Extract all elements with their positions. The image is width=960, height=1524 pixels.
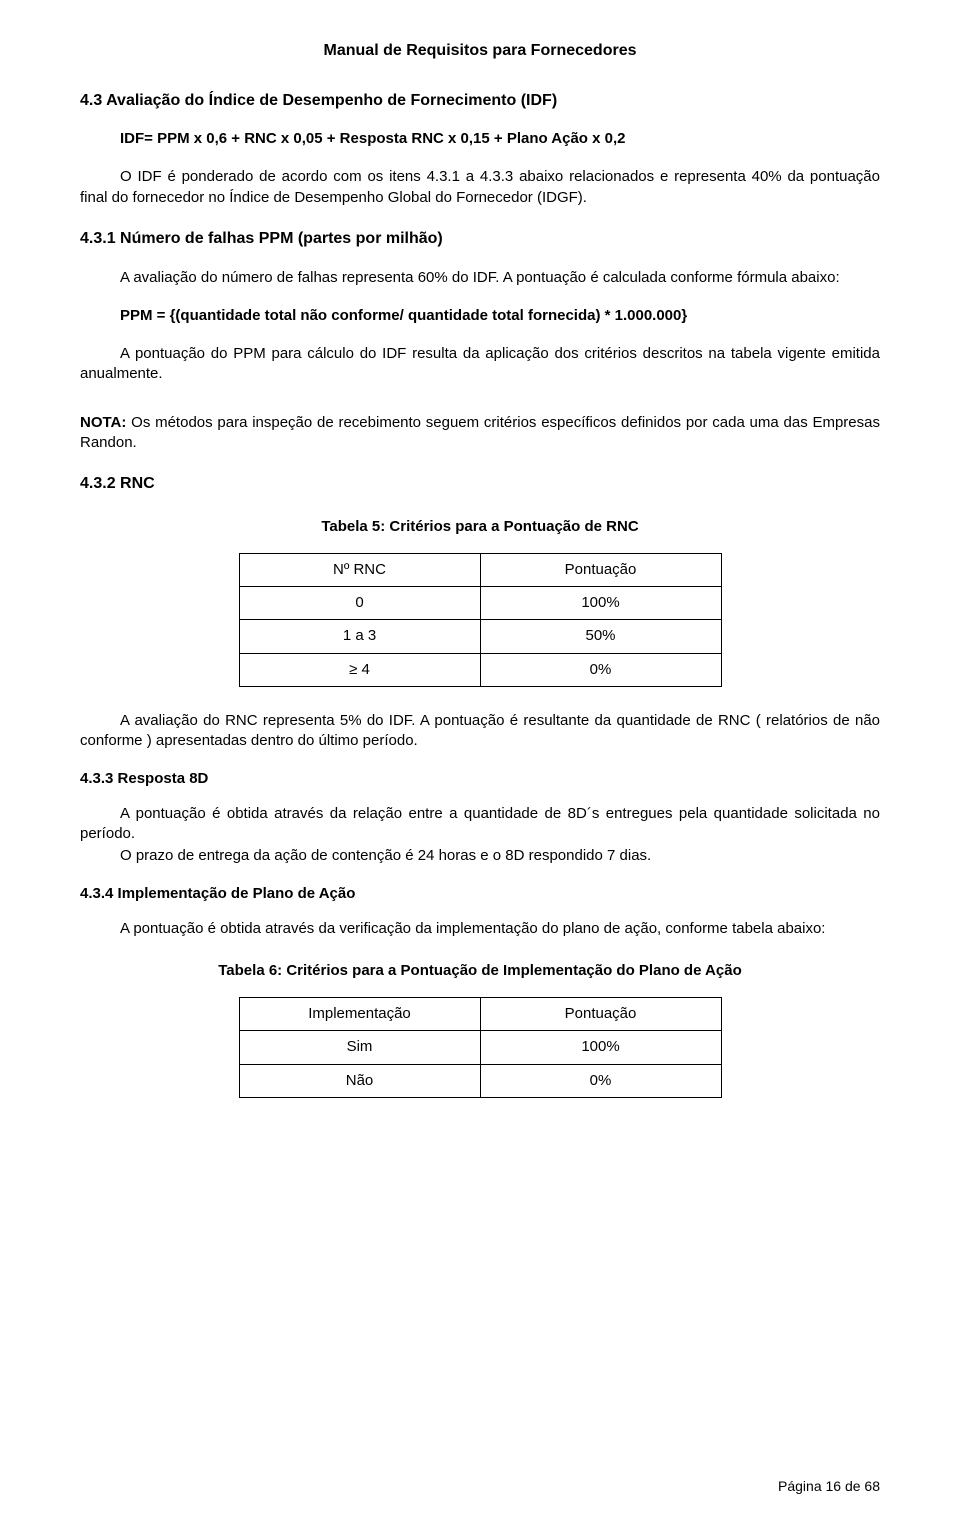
table-cell: 100% — [480, 587, 721, 620]
table-plano-acao: ImplementaçãoPontuaçãoSim100%Não0% — [239, 997, 722, 1098]
table-cell: ≥ 4 — [239, 653, 480, 686]
para-4-3-3-b: O prazo de entrega da ação de contenção … — [80, 846, 880, 866]
table-row: ≥ 40% — [239, 653, 721, 686]
formula-idf: IDF= PPM x 0,6 + RNC x 0,05 + Resposta R… — [120, 129, 880, 149]
table-header-cell: Pontuação — [480, 553, 721, 586]
heading-4-3-3: 4.3.3 Resposta 8D — [80, 769, 880, 789]
table6-caption: Tabela 6: Critérios para a Pontuação de … — [80, 961, 880, 981]
table5-caption: Tabela 5: Critérios para a Pontuação de … — [80, 517, 880, 537]
table-header-cell: Nº RNC — [239, 553, 480, 586]
para-4-3-2-a: A avaliação do RNC representa 5% do IDF.… — [80, 711, 880, 752]
document-page: Manual de Requisitos para Fornecedores 4… — [0, 0, 960, 1524]
page-footer: Página 16 de 68 — [778, 1477, 880, 1496]
table-header-cell: Implementação — [239, 998, 480, 1031]
table-header-cell: Pontuação — [480, 998, 721, 1031]
table-cell: 0% — [480, 653, 721, 686]
para-4-3-1-a: A avaliação do número de falhas represen… — [80, 268, 880, 288]
table-cell: 100% — [480, 1031, 721, 1064]
table-cell: 50% — [480, 620, 721, 653]
nota-label: NOTA: — [80, 414, 126, 431]
table-cell: Sim — [239, 1031, 480, 1064]
table-row: Não0% — [239, 1064, 721, 1097]
para-4-3-3-a: A pontuação é obtida através da relação … — [80, 804, 880, 845]
table-row: Sim100% — [239, 1031, 721, 1064]
para-4-3-4-a: A pontuação é obtida através da verifica… — [80, 919, 880, 939]
table-cell: 1 a 3 — [239, 620, 480, 653]
table-cell: 0 — [239, 587, 480, 620]
table-rnc: Nº RNCPontuação0100%1 a 350%≥ 40% — [239, 553, 722, 687]
heading-4-3: 4.3 Avaliação do Índice de Desempenho de… — [80, 90, 880, 112]
table-row: 0100% — [239, 587, 721, 620]
heading-4-3-1: 4.3.1 Número de falhas PPM (partes por m… — [80, 228, 880, 250]
para-4-3-1-b: A pontuação do PPM para cálculo do IDF r… — [80, 344, 880, 385]
formula-ppm: PPM = {(quantidade total não conforme/ q… — [120, 306, 880, 326]
nota-block: NOTA: Os métodos para inspeção de recebi… — [80, 413, 880, 454]
table-cell: 0% — [480, 1064, 721, 1097]
table-row: 1 a 350% — [239, 620, 721, 653]
para-4-3-intro: O IDF é ponderado de acordo com os itens… — [80, 167, 880, 208]
heading-4-3-4: 4.3.4 Implementação de Plano de Ação — [80, 884, 880, 904]
table-cell: Não — [239, 1064, 480, 1097]
document-title: Manual de Requisitos para Fornecedores — [80, 40, 880, 62]
nota-text: Os métodos para inspeção de recebimento … — [80, 414, 880, 451]
heading-4-3-2: 4.3.2 RNC — [80, 473, 880, 495]
